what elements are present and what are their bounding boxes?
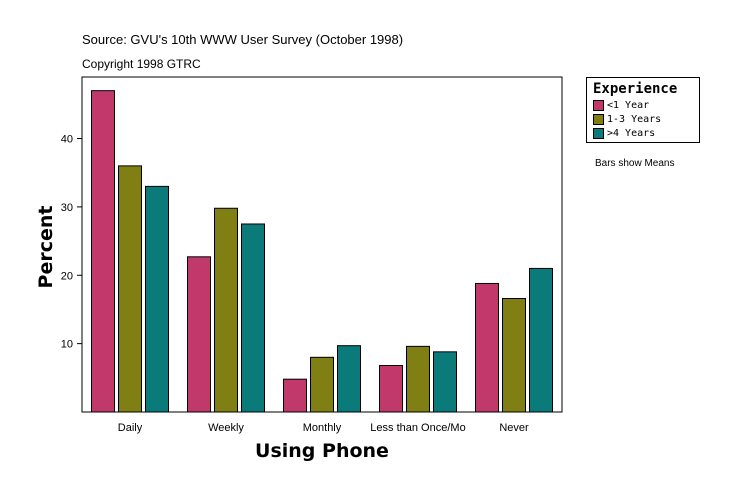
bar-lt1-1	[187, 256, 211, 413]
bar-gt4-0	[145, 185, 169, 413]
bar-1to3-2	[310, 356, 334, 413]
bars-note: Bars show Means	[595, 158, 675, 169]
legend-item-gt4: >4 Years	[593, 127, 655, 140]
bar-1to3-0	[118, 165, 142, 413]
legend-item-lt1: <1 Year	[593, 99, 649, 112]
bar-lt1-2	[283, 378, 307, 413]
legend-title: Experience	[593, 81, 678, 97]
copyright-line: Copyright 1998 GTRC	[82, 57, 201, 71]
y-tick-label: 30	[61, 202, 73, 214]
bar-1to3-3	[406, 345, 430, 413]
bar-gt4-3	[433, 351, 457, 413]
bar-lt1-0	[91, 90, 115, 413]
y-tick-label: 10	[61, 339, 73, 351]
legend-swatch-lt1	[593, 100, 604, 111]
x-tick-label: Less than Once/Mo	[370, 422, 465, 434]
x-axis-label: Using Phone	[255, 440, 389, 462]
legend-item-1to3: 1-3 Years	[593, 113, 661, 126]
y-tick-label: 40	[61, 134, 73, 146]
x-tick-label: Monthly	[303, 422, 342, 434]
legend: Experience <1 Year 1-3 Years >4 Years	[586, 77, 700, 143]
source-line: Source: GVU's 10th WWW User Survey (Octo…	[82, 32, 404, 47]
legend-label-lt1: <1 Year	[607, 100, 650, 111]
bar-1to3-1	[214, 207, 238, 413]
legend-label-gt4: >4 Years	[607, 128, 656, 139]
x-tick-label: Daily	[118, 422, 143, 434]
y-axis-label: Percent	[35, 206, 57, 289]
legend-swatch-1to3	[593, 114, 604, 125]
x-tick-label: Weekly	[208, 422, 244, 434]
legend-swatch-gt4	[593, 128, 604, 139]
bar-gt4-1	[241, 223, 265, 413]
bar-lt1-3	[379, 365, 403, 413]
legend-label-1to3: 1-3 Years	[607, 114, 662, 125]
x-tick-label: Never	[499, 422, 529, 434]
bar-lt1-4	[475, 282, 499, 413]
y-tick-label: 20	[61, 270, 73, 282]
bar-gt4-2	[337, 345, 361, 413]
bar-gt4-4	[529, 267, 553, 413]
bar-1to3-4	[502, 298, 526, 413]
